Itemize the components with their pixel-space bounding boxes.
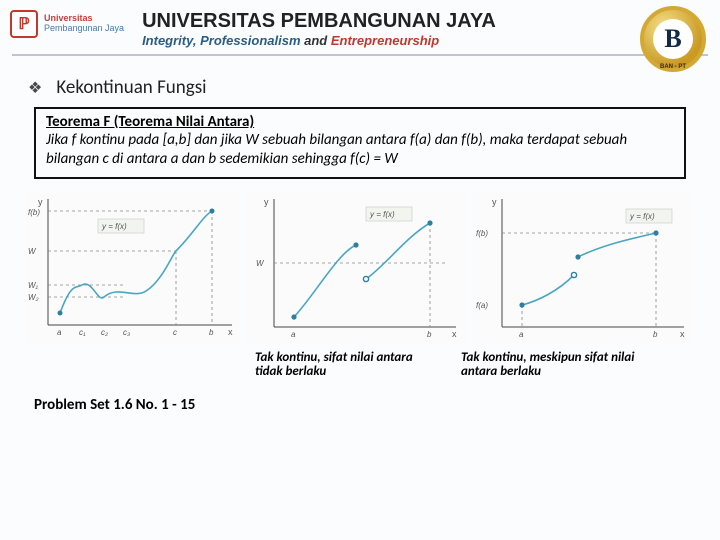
badge-letter: B [653,19,693,59]
svg-text:x: x [452,329,457,339]
bullet-icon: ❖ [28,78,42,98]
theorem-box: Teorema F (Teorema Nilai Antara) Jika f … [34,107,686,179]
svg-text:x: x [228,327,233,337]
svg-text:W: W [28,247,37,256]
tagline-and: and [301,33,331,48]
svg-text:f(a): f(a) [476,301,488,310]
chart-captions: Tak kontinu, sifat nilai antara tidak be… [0,351,720,381]
svg-text:a: a [291,330,296,339]
svg-text:x: x [680,329,685,339]
svg-text:b: b [209,328,214,337]
svg-text:y: y [264,197,269,207]
section-heading: ❖ Kekontinuan Fungsi [28,76,692,99]
badge-subtext: BAN - PT [640,64,706,70]
svg-text:b: b [427,330,432,339]
svg-text:a: a [57,328,62,337]
problem-set: Problem Set 1.6 No. 1 - 15 [0,380,720,414]
caption-chart3: Tak kontinu, meskipun sifat nilai antara… [461,351,641,381]
svg-text:y: y [492,197,497,207]
svg-text:c₁: c₁ [79,328,86,337]
svg-text:y = f(x): y = f(x) [629,212,655,221]
chart-discontinuous-ok: y x f(b) f(a) a b y = f(x) [472,193,692,343]
theorem-title: Teorema F (Teorema Nilai Antara) [46,113,674,131]
tagline: Integrity, Professionalism and Entrepren… [142,33,708,48]
svg-text:y = f(x): y = f(x) [369,210,395,219]
accreditation-badge: B BAN - PT [640,6,706,72]
logo-mark-icon: ℙ [10,10,38,38]
svg-text:y = f(x): y = f(x) [101,222,127,231]
header-divider [12,54,708,56]
svg-text:b: b [653,330,658,339]
svg-text:y: y [38,197,43,207]
tagline-part1: Integrity, Professionalism [142,33,300,48]
logo-line2: Pembangunan Jaya [44,24,124,34]
chart-discontinuous-fail: y x Wa b y = f(x) [246,193,466,343]
section-title: Kekontinuan Fungsi [56,76,206,99]
university-logo: ℙ Universitas Pembangunan Jaya [10,10,124,38]
title-block: UNIVERSITAS PEMBANGUNAN JAYA Integrity, … [124,10,708,48]
svg-text:c: c [173,328,177,337]
university-title: UNIVERSITAS PEMBANGUNAN JAYA [142,10,708,33]
caption-chart2: Tak kontinu, sifat nilai antara tidak be… [255,351,435,381]
svg-text:W: W [256,259,265,268]
logo-text: Universitas Pembangunan Jaya [44,14,124,34]
svg-text:W₁: W₁ [28,281,39,290]
svg-text:W₂: W₂ [28,293,39,302]
theorem-body: Jika f kontinu pada [a,b] dan jika W seb… [46,131,674,169]
svg-text:c₃: c₃ [123,328,130,337]
svg-text:a: a [519,330,524,339]
section: ❖ Kekontinuan Fungsi Teorema F (Teorema … [0,76,720,179]
svg-text:f(b): f(b) [476,229,488,238]
chart-continuous: y x f(b) W W₁ W₂ a c₁ c₂ c₃ c b y = f(x) [26,193,240,343]
charts-row: y x f(b) W W₁ W₂ a c₁ c₂ c₃ c b y = f(x) y x Wa b y = f(… [0,193,720,343]
slide-header: ℙ Universitas Pembangunan Jaya UNIVERSIT… [0,0,720,54]
svg-text:f(b): f(b) [28,208,40,217]
tagline-part3: Entrepreneurship [331,33,439,48]
svg-text:c₂: c₂ [101,328,108,337]
badge-ring-icon: B [640,6,706,72]
